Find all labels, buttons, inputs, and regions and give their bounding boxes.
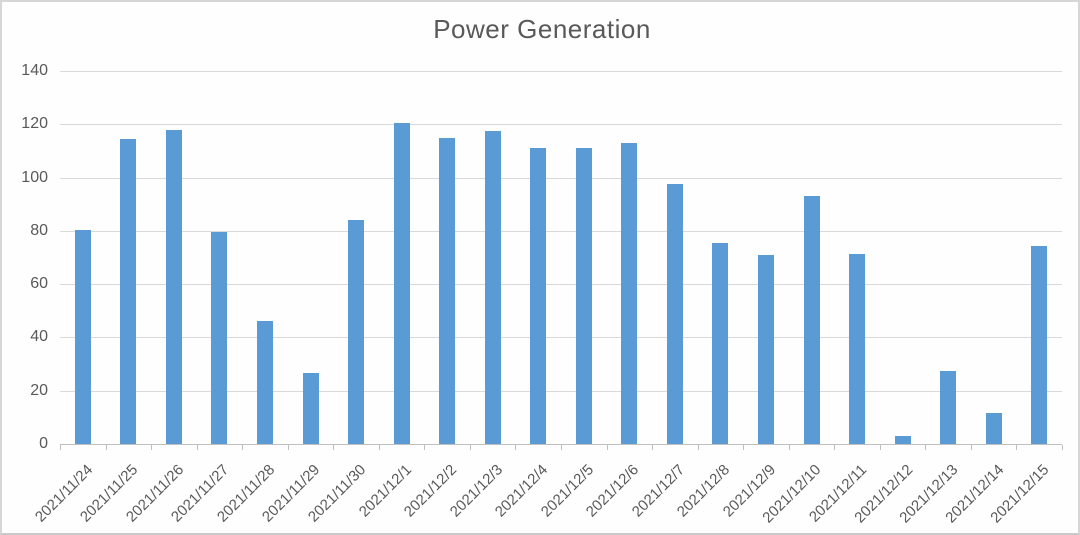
x-axis-tick — [333, 445, 334, 450]
bar-2021-12-6 — [621, 143, 637, 444]
y-axis-tick-label: 60 — [30, 275, 48, 292]
bar-2021-12-2 — [439, 138, 455, 444]
x-axis-tick — [880, 445, 881, 450]
y-axis-tick-label: 120 — [21, 115, 48, 132]
bar-2021-11-24 — [75, 230, 91, 444]
bar-2021-12-11 — [849, 254, 865, 444]
bar-2021-12-9 — [758, 255, 774, 444]
y-axis-tick-label: 80 — [30, 222, 48, 239]
bar-2021-12-12 — [895, 436, 911, 444]
gridline-120 — [60, 124, 1062, 125]
y-axis-tick-label: 100 — [21, 169, 48, 186]
bar-2021-12-3 — [485, 131, 501, 444]
gridline-40 — [60, 337, 1062, 338]
bar-2021-12-1 — [394, 123, 410, 444]
x-axis-tick — [470, 445, 471, 450]
x-axis-tick — [925, 445, 926, 450]
gridline-80 — [60, 231, 1062, 232]
x-axis-tick — [1016, 445, 1017, 450]
bar-2021-11-30 — [348, 220, 364, 444]
x-axis-line — [60, 444, 1062, 445]
y-axis-tick-label: 140 — [21, 62, 48, 79]
bar-2021-12-15 — [1031, 246, 1047, 444]
x-axis-tick — [743, 445, 744, 450]
bar-2021-11-26 — [166, 130, 182, 444]
bar-2021-12-5 — [576, 148, 592, 444]
chart-title: Power Generation — [433, 14, 651, 44]
bar-2021-12-13 — [940, 371, 956, 444]
x-axis-tick — [197, 445, 198, 450]
x-axis-tick — [379, 445, 380, 450]
y-axis-tick-label: 0 — [39, 435, 48, 452]
x-axis-tick — [1062, 445, 1063, 450]
bar-2021-11-29 — [303, 373, 319, 444]
x-axis-tick — [652, 445, 653, 450]
gridline-100 — [60, 178, 1062, 179]
bar-2021-12-4 — [530, 148, 546, 444]
bar-2021-12-14 — [986, 413, 1002, 444]
bar-2021-12-10 — [804, 196, 820, 444]
x-axis-tick — [607, 445, 608, 450]
x-axis-tick — [789, 445, 790, 450]
x-axis-tick — [834, 445, 835, 450]
x-axis-tick — [971, 445, 972, 450]
x-axis-tick — [561, 445, 562, 450]
y-axis-tick-label: 20 — [30, 382, 48, 399]
x-axis-tick — [106, 445, 107, 450]
x-axis-tick — [60, 445, 61, 450]
bar-2021-11-28 — [257, 321, 273, 444]
gridline-140 — [60, 71, 1062, 72]
bar-2021-12-7 — [667, 184, 683, 444]
bar-2021-12-8 — [712, 243, 728, 444]
x-axis-tick — [424, 445, 425, 450]
y-axis-tick-label: 40 — [30, 328, 48, 345]
gridline-60 — [60, 284, 1062, 285]
x-axis-tick — [515, 445, 516, 450]
x-axis-tick — [151, 445, 152, 450]
x-axis-tick — [242, 445, 243, 450]
bar-2021-11-25 — [120, 139, 136, 444]
bar-2021-11-27 — [211, 232, 227, 444]
x-axis-tick — [288, 445, 289, 450]
x-axis-tick — [698, 445, 699, 450]
gridline-20 — [60, 391, 1062, 392]
